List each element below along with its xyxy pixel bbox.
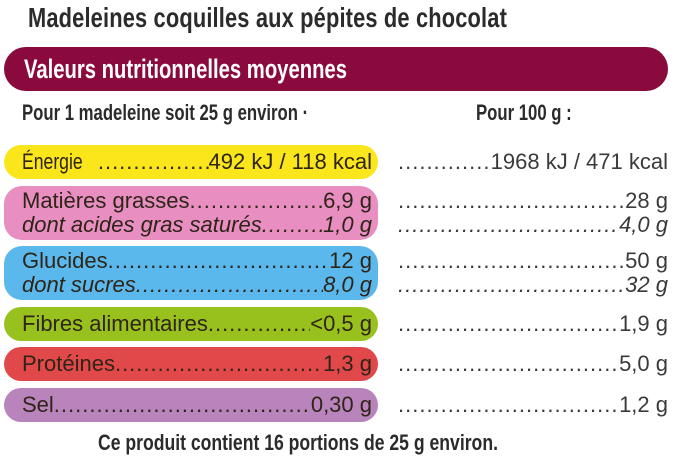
row-matieres-grasses-100g: 28 g — [398, 188, 668, 214]
banner-title: Valeurs nutritionnelles moyennes — [24, 54, 347, 84]
portions-note: Ce produit contient 16 portions de 25 g … — [98, 430, 498, 455]
leader-dots — [398, 351, 619, 377]
leader-dots — [190, 188, 324, 214]
leader-dots — [115, 351, 323, 377]
nutrient-value: 32 g — [625, 272, 668, 297]
nutrient-label: dont acides gras saturés — [22, 212, 262, 237]
leader-dots — [398, 248, 625, 274]
nutrient-value: 1,0 g — [323, 212, 372, 237]
leader-dots — [108, 248, 330, 274]
row-energie-100g: 1968 kJ / 471 kcal — [398, 149, 668, 175]
nutrient-label: dont sucres — [22, 272, 136, 297]
leader-dots — [98, 149, 209, 175]
nutrient-label: Sel — [22, 392, 54, 417]
row-sel-portion: Sel 0,30 g — [22, 392, 372, 418]
nutrient-value: 1,9 g — [619, 311, 668, 336]
row-sel-100g: 1,2 g — [398, 392, 668, 418]
nutrient-label: Glucides — [22, 248, 108, 273]
row-proteines-portion: Protéines 1,3 g — [22, 351, 372, 377]
row-glucides-100g: 50 g — [398, 248, 668, 274]
nutrient-value: 1968 kJ / 471 kcal — [490, 149, 668, 174]
row-glucides-portion: Glucides 12 g — [22, 248, 372, 274]
leader-dots — [398, 149, 491, 175]
nutrient-value: 4,0 g — [619, 212, 668, 237]
row-ags-portion: dont acides gras saturés 1,0 g — [22, 212, 372, 238]
row-sucres-portion: dont sucres 8,0 g — [22, 272, 372, 298]
nutrient-value: 8,0 g — [323, 272, 372, 297]
row-energie-portion: Énergie 492 kJ / 118 kcal — [22, 149, 372, 175]
column-header-per-100g: Pour 100 g : — [476, 100, 572, 125]
leader-dots — [398, 188, 625, 214]
nutrient-value: 50 g — [625, 248, 668, 273]
leader-dots — [208, 311, 310, 337]
nutrient-value: 1,2 g — [619, 392, 668, 417]
leader-dots — [136, 272, 323, 298]
leader-dots — [262, 212, 323, 238]
nutrient-value: 1,3 g — [323, 351, 372, 376]
leader-dots — [398, 311, 619, 337]
nutrient-value: 28 g — [625, 188, 668, 213]
nutrient-value: 12 g — [329, 248, 372, 273]
product-title: Madeleines coquilles aux pépites de choc… — [28, 2, 508, 33]
nutrient-value: 492 kJ / 118 kcal — [208, 149, 372, 174]
nutrient-value: <0,5 g — [310, 311, 372, 336]
column-header-per-portion: Pour 1 madeleine soit 25 g environ · — [22, 100, 309, 125]
row-fibres-100g: 1,9 g — [398, 311, 668, 337]
nutrient-label: Matières grasses — [22, 188, 190, 213]
leader-dots — [54, 392, 311, 418]
nutrient-value: 0,30 g — [310, 392, 372, 417]
row-proteines-100g: 5,0 g — [398, 351, 668, 377]
nutrient-label: Protéines — [22, 351, 115, 376]
row-ags-100g: 4,0 g — [398, 212, 668, 238]
row-fibres-portion: Fibres alimentaires <0,5 g — [22, 311, 372, 337]
row-matieres-grasses-portion: Matières grasses 6,9 g — [22, 188, 372, 214]
nutrient-value: 5,0 g — [619, 351, 668, 376]
leader-dots — [398, 392, 619, 418]
leader-dots — [398, 272, 625, 298]
nutrient-label: Fibres alimentaires — [22, 311, 208, 336]
section-banner: Valeurs nutritionnelles moyennes — [4, 47, 668, 91]
fibres-band — [4, 307, 378, 341]
row-sucres-100g: 32 g — [398, 272, 668, 298]
leader-dots — [398, 212, 619, 238]
nutrient-value: 6,9 g — [323, 188, 372, 213]
nutrient-label: Énergie — [22, 149, 83, 174]
